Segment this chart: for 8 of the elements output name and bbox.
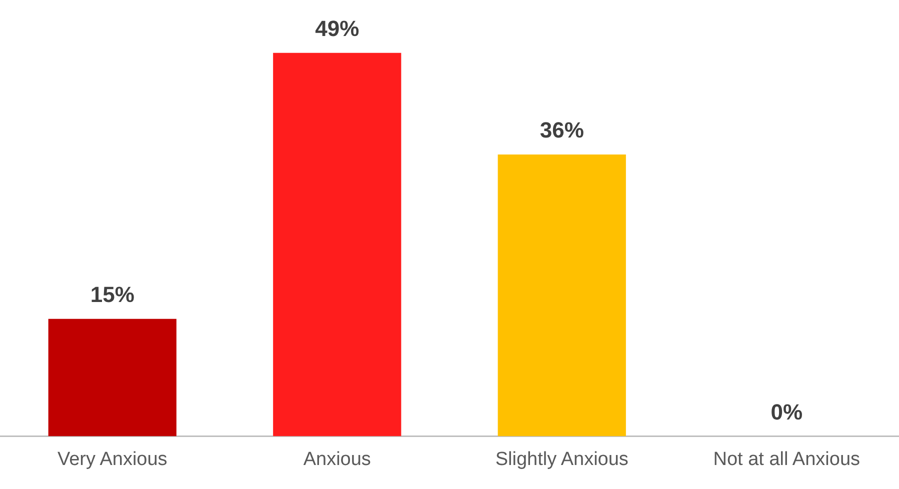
data-label: 49%	[315, 16, 360, 41]
x-tick-label: Not at all Anxious	[713, 448, 860, 470]
x-tick-label: Very Anxious	[57, 448, 168, 470]
data-label: 36%	[540, 118, 584, 143]
x-tick-label: Slightly Anxious	[495, 448, 628, 470]
data-label: 15%	[90, 282, 134, 307]
x-tick-label: Anxious	[303, 448, 371, 470]
data-label: 0%	[770, 399, 803, 424]
